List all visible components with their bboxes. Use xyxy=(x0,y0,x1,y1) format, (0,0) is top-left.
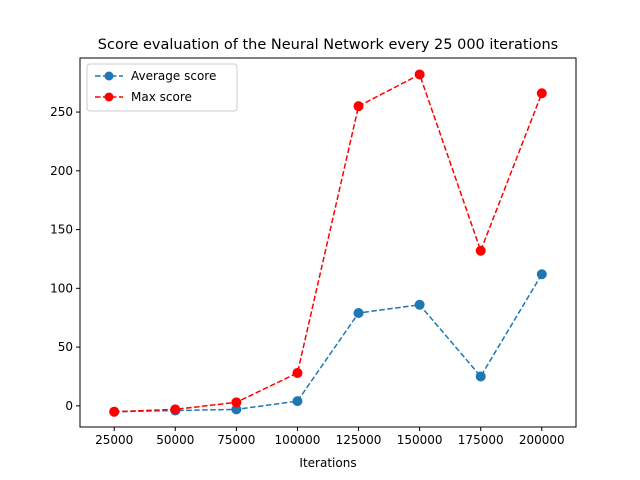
legend-box xyxy=(86,63,238,112)
data-point xyxy=(475,371,486,382)
data-point xyxy=(414,299,425,310)
x-tick-label: 25000 xyxy=(95,433,133,447)
x-tick-label: 100000 xyxy=(275,433,321,447)
x-tick-label: 125000 xyxy=(336,433,382,447)
y-tick-label: 250 xyxy=(50,105,73,119)
data-point xyxy=(353,308,364,319)
legend-marker xyxy=(104,71,114,81)
legend-entry: Max score xyxy=(95,90,192,104)
data-point xyxy=(292,367,303,378)
y-tick-label: 100 xyxy=(50,281,73,295)
x-axis: 25000 50000 75000 100000 125000 150000 175000 2… xyxy=(95,427,565,447)
x-tick-label: 175000 xyxy=(458,433,504,447)
legend-marker xyxy=(104,92,114,102)
x-tick-label: 75000 xyxy=(217,433,255,447)
x-tick-label: 150000 xyxy=(397,433,443,447)
data-point xyxy=(475,245,486,256)
chart-title: Score evaluation of the Neural Network e… xyxy=(98,37,558,53)
series-max-score xyxy=(109,69,547,417)
x-axis-title: Iterations xyxy=(299,456,356,470)
series-line xyxy=(114,273,543,413)
legend: Average score Max score xyxy=(86,63,238,112)
y-axis: 0 50 100 150 200 250 xyxy=(50,105,80,413)
series-layer xyxy=(109,69,547,417)
y-tick-label: 150 xyxy=(50,223,73,237)
legend-label: Max score xyxy=(131,90,192,104)
series-line xyxy=(114,73,543,413)
data-point xyxy=(231,397,242,408)
data-point xyxy=(414,69,425,80)
data-point xyxy=(536,88,547,99)
x-tick-label: 50000 xyxy=(156,433,194,447)
data-point xyxy=(292,396,303,407)
data-point xyxy=(109,406,120,417)
data-point xyxy=(353,101,364,112)
legend-entry: Average score xyxy=(95,69,216,83)
data-point xyxy=(536,269,547,280)
legend-label: Average score xyxy=(131,69,216,83)
y-tick-label: 50 xyxy=(58,340,73,354)
x-tick-label: 200000 xyxy=(519,433,565,447)
y-tick-label: 0 xyxy=(65,399,73,413)
data-point xyxy=(170,404,181,415)
y-tick-label: 200 xyxy=(50,164,73,178)
